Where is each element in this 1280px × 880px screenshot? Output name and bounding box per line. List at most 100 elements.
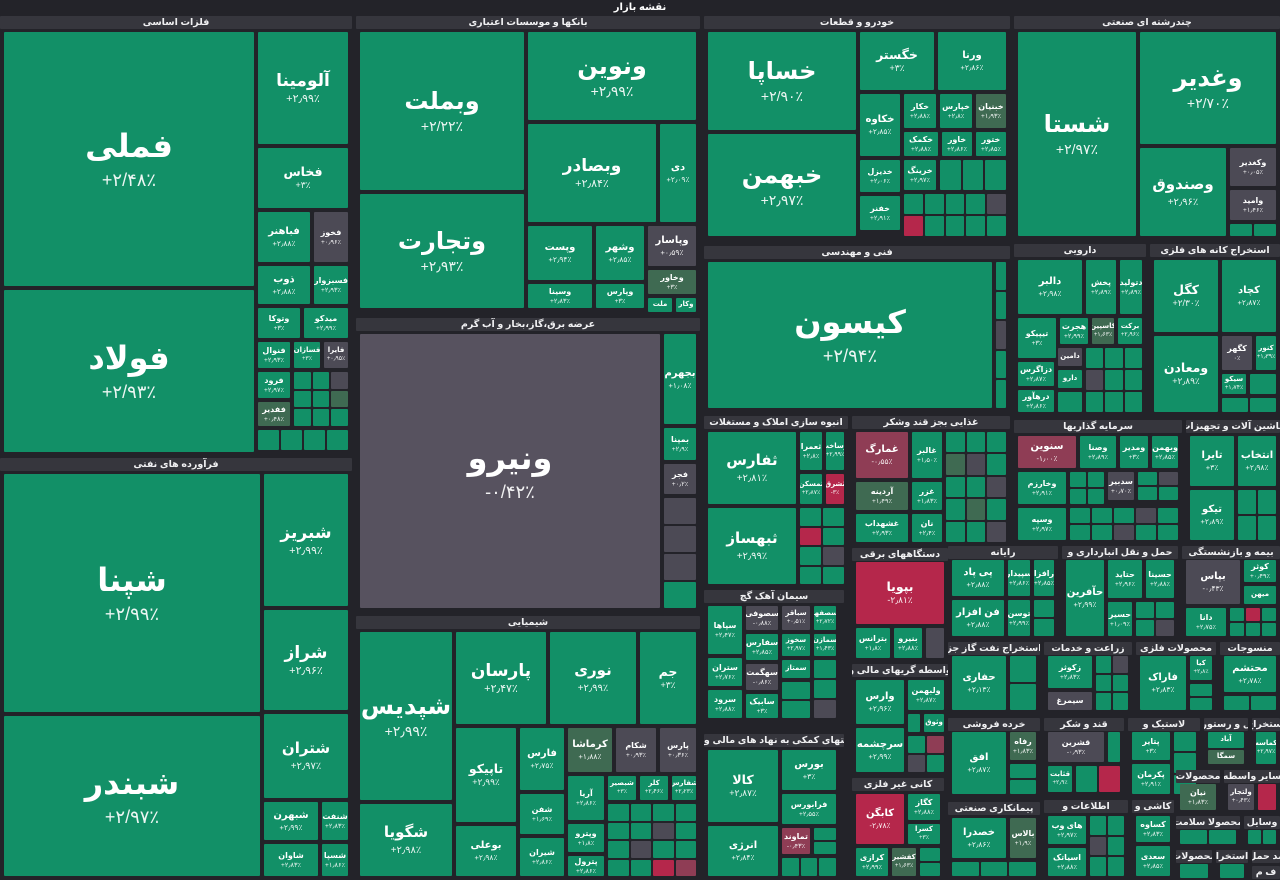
mini-tile[interactable] [980,862,1008,876]
mini-tile[interactable] [996,321,1006,349]
mini-tile[interactable] [1090,836,1106,856]
stock-tile[interactable]: افق +۲٫۸۷٪ [952,732,1006,794]
stock-tile[interactable]: وکغدیر +۰٫۰۵٪ [1230,148,1276,186]
stock-tile[interactable]: فن افزار +۲٫۸۸٪ [952,600,1004,636]
stock-tile[interactable]: توسن +۲٫۹۹٪ [1008,600,1030,636]
mini-tile[interactable] [1070,508,1090,523]
mini-tile[interactable] [1136,602,1154,618]
stock-tile[interactable]: فخوز +۰٫۹۶٪ [314,212,348,262]
mini-tile[interactable] [258,430,279,450]
stock-tile[interactable]: شپدیس +۲٫۹۹٪ [360,632,452,800]
stock-tile[interactable]: فملی +۲/۴۸٪ [4,32,254,286]
mini-tile[interactable] [1108,732,1120,762]
mini-tile[interactable] [294,372,311,389]
stock-tile[interactable]: فرود +۲٫۹۷٪ [258,372,290,398]
stock-tile[interactable]: رفاه +۱٫۸۳٪ [1010,732,1036,760]
stock-tile[interactable]: شراز +۲٫۹۶٪ [264,610,348,710]
stock-tile[interactable]: محتشم +۲٫۷۸٪ [1224,656,1276,692]
mini-tile[interactable] [1250,398,1276,412]
stock-tile[interactable]: غمارگ -۰٫۵۵٪ [856,432,908,478]
stock-tile[interactable]: شتران +۲٫۹۷٪ [264,714,348,798]
mini-tile[interactable] [1113,656,1128,673]
stock-tile[interactable]: وامید +۱٫۴۶٪ [1230,190,1276,220]
mini-tile[interactable] [312,372,330,389]
mini-tile[interactable] [1010,656,1036,682]
mini-tile[interactable] [800,527,821,545]
stock-tile[interactable]: میهن [1244,586,1276,604]
stock-tile[interactable]: خدیزل +۲٫۰۶٪ [860,160,900,192]
stock-tile[interactable]: تماوند -۰٫۴۳٪ [782,828,810,854]
stock-tile[interactable]: ونیرو -۰/۴۲٪ [360,334,660,608]
mini-tile[interactable] [1230,608,1244,621]
stock-tile[interactable]: کابگن -۲٫۷۸٪ [856,794,904,844]
stock-tile[interactable]: خبهمن +۲٫۹۷٪ [708,134,856,236]
stock-tile[interactable]: حفاری +۲٫۱۳٪ [952,656,1006,710]
stock-tile[interactable]: وکار [676,298,696,312]
stock-tile[interactable]: ستران +۲٫۷۶٪ [708,658,742,686]
stock-tile[interactable]: قثابت +۲٫۹٪ [1048,766,1072,792]
mini-tile[interactable] [823,566,844,584]
mini-tile[interactable] [966,432,986,453]
stock-tile[interactable]: وپارس +۳٪ [596,284,644,308]
mini-tile[interactable] [653,859,674,876]
mini-tile[interactable] [904,216,923,236]
mini-tile[interactable] [630,822,651,839]
mini-tile[interactable] [987,521,1006,542]
mini-tile[interactable] [1092,508,1112,523]
mini-tile[interactable] [823,527,844,545]
stock-tile[interactable]: سابیک +۳٪ [746,694,778,718]
stock-tile[interactable]: فسازان +۳٪ [294,342,320,368]
mini-tile[interactable] [1105,370,1123,390]
mini-tile[interactable] [1090,816,1106,835]
mini-tile[interactable] [819,858,836,876]
mini-tile[interactable] [304,430,325,450]
stock-tile[interactable]: دی +۲٫۰۹٪ [660,124,696,222]
mini-tile[interactable] [1105,348,1123,368]
mini-tile[interactable] [675,859,696,876]
stock-tile[interactable]: شسپا +۱٫۸۶٪ [322,844,348,876]
stock-tile[interactable]: فسبزوار +۲٫۹۳٪ [314,266,348,304]
mini-tile[interactable] [1180,830,1207,844]
stock-tile[interactable]: آردینه +۱٫۴۹٪ [856,482,908,510]
stock-tile[interactable]: کنور +۱٫۳۹٪ [1256,336,1276,370]
mini-tile[interactable] [1136,508,1156,523]
stock-tile[interactable]: وپاسار +۰٫۵۹٪ [648,226,696,266]
stock-tile[interactable]: خساپا +۲/۹۰٪ [708,32,856,130]
stock-tile[interactable]: ومعادن +۲٫۸۹٪ [1154,336,1218,412]
stock-tile[interactable]: وارس +۲٫۹۶٪ [856,680,904,724]
stock-tile[interactable]: غالبر +۱٫۵۰٪ [912,432,942,478]
mini-tile[interactable] [814,680,836,698]
stock-tile[interactable]: حآفرین +۲٫۹۹٪ [1066,560,1104,636]
mini-tile[interactable] [1262,623,1276,636]
mini-tile[interactable] [946,499,965,520]
mini-tile[interactable] [924,194,944,214]
mini-tile[interactable] [966,476,986,498]
stock-tile[interactable]: سمتاز [782,660,810,678]
stock-tile[interactable]: آریا +۲٫۸۶٪ [568,776,604,820]
mini-tile[interactable] [823,508,844,526]
stock-tile[interactable]: بجهرم +۱٫۰۸٪ [664,334,696,424]
mini-tile[interactable] [653,841,674,858]
mini-tile[interactable] [966,216,986,236]
mini-tile[interactable] [1090,857,1106,876]
stock-tile[interactable]: کرازی +۲٫۹۹٪ [856,848,888,876]
stock-tile[interactable]: فاراک +۲٫۸۳٪ [1140,656,1186,710]
stock-tile[interactable]: سمگا [1208,750,1244,764]
stock-tile[interactable]: هجرت +۲٫۹۹٪ [1060,318,1088,344]
mini-tile[interactable] [927,755,944,772]
stock-tile[interactable]: دارو [1058,370,1082,388]
stock-tile[interactable]: سصفها+۲٫۷۲٪ [814,606,836,630]
stock-tile[interactable]: جم +۳٪ [640,632,696,724]
stock-tile[interactable]: دامین [1058,348,1082,366]
mini-tile[interactable] [1222,398,1248,412]
mini-tile[interactable] [331,409,348,426]
mini-tile[interactable] [294,390,311,408]
stock-tile[interactable]: پی پاد +۲٫۸۸٪ [952,560,1004,596]
stock-tile[interactable]: فجر +۰٫۲٪ [664,464,696,494]
mini-tile[interactable] [908,714,920,732]
stock-tile[interactable]: وبصادر +۲٫۸۴٪ [528,124,656,222]
mini-tile[interactable] [1238,516,1256,540]
mini-tile[interactable] [987,216,1006,236]
mini-tile[interactable] [1190,684,1212,696]
stock-tile[interactable]: کرماشا +۱٫۸۸٪ [568,728,612,772]
